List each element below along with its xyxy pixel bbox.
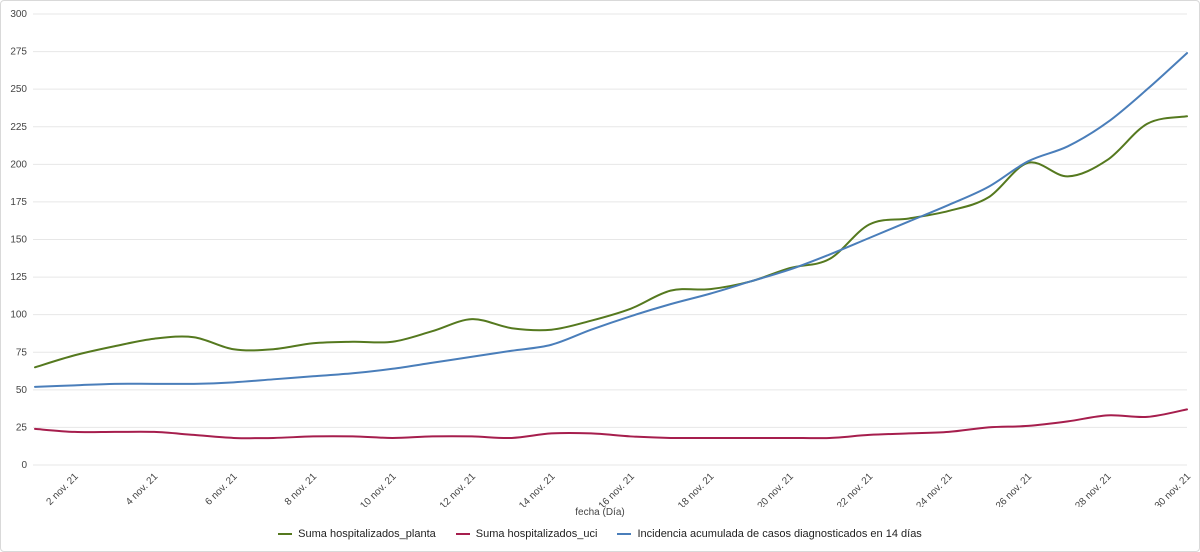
y-tick-label: 225 bbox=[10, 122, 27, 133]
legend: Suma hospitalizados_planta Suma hospital… bbox=[1, 528, 1199, 540]
series-line-incidencia[interactable] bbox=[34, 52, 1188, 388]
y-tick-label: 25 bbox=[16, 422, 28, 433]
y-tick-label: 125 bbox=[10, 272, 27, 283]
legend-label-incidencia: Incidencia acumulada de casos diagnostic… bbox=[637, 528, 922, 540]
x-axis-title: fecha (Día) bbox=[575, 507, 625, 518]
legend-swatch-planta bbox=[278, 533, 293, 535]
x-tick-label: 20 nov. 21 bbox=[756, 471, 797, 507]
line-chart-svg[interactable]: 0 25 50 75 100 125 150 175 200 225 250 275 300 2 nov.… bbox=[1, 1, 1200, 512]
legend-label-planta: Suma hospitalizados_planta bbox=[298, 528, 436, 540]
y-tick-label: 0 bbox=[21, 460, 27, 471]
y-tick-label: 100 bbox=[10, 310, 27, 321]
x-tick-label: 10 nov. 21 bbox=[358, 471, 399, 507]
legend-label-uci: Suma hospitalizados_uci bbox=[475, 528, 598, 540]
x-tick-label: 30 nov. 21 bbox=[1153, 471, 1194, 507]
y-tick-label: 50 bbox=[16, 385, 28, 396]
x-tick-label: 26 nov. 21 bbox=[994, 471, 1035, 507]
y-tick-label: 150 bbox=[10, 235, 27, 246]
legend-swatch-uci bbox=[455, 533, 470, 535]
y-tick-label: 250 bbox=[10, 84, 27, 95]
y-tick-label: 75 bbox=[16, 347, 28, 358]
x-tick-label: 16 nov. 21 bbox=[597, 471, 638, 507]
legend-item-incidencia[interactable]: Incidencia acumulada de casos diagnostic… bbox=[617, 528, 922, 540]
legend-item-uci[interactable]: Suma hospitalizados_uci bbox=[455, 528, 598, 540]
series-line-uci[interactable] bbox=[34, 408, 1188, 440]
x-tick-label: 24 nov. 21 bbox=[914, 471, 955, 507]
y-tick-label: 300 bbox=[10, 9, 27, 20]
y-tick-label: 200 bbox=[10, 159, 27, 170]
y-tick-label: 275 bbox=[10, 47, 27, 58]
legend-item-planta[interactable]: Suma hospitalizados_planta bbox=[278, 528, 436, 540]
y-tick-label: 175 bbox=[10, 197, 27, 208]
legend-swatch-incidencia bbox=[617, 533, 632, 535]
x-tick-label: 28 nov. 21 bbox=[1073, 471, 1114, 507]
x-tick-label: 2 nov. 21 bbox=[44, 471, 81, 507]
x-tick-label: 18 nov. 21 bbox=[676, 471, 717, 507]
x-tick-label: 12 nov. 21 bbox=[438, 471, 479, 507]
x-tick-label: 4 nov. 21 bbox=[124, 471, 161, 507]
x-tick-label: 6 nov. 21 bbox=[203, 471, 240, 507]
x-tick-label: 14 nov. 21 bbox=[517, 471, 558, 507]
chart-plot-area[interactable]: 0 25 50 75 100 125 150 175 200 225 250 275 300 2 nov.… bbox=[1, 1, 1200, 512]
x-tick-label: 8 nov. 21 bbox=[283, 471, 320, 507]
x-tick-label: 22 nov. 21 bbox=[835, 471, 876, 507]
series-line-planta[interactable] bbox=[34, 115, 1188, 369]
